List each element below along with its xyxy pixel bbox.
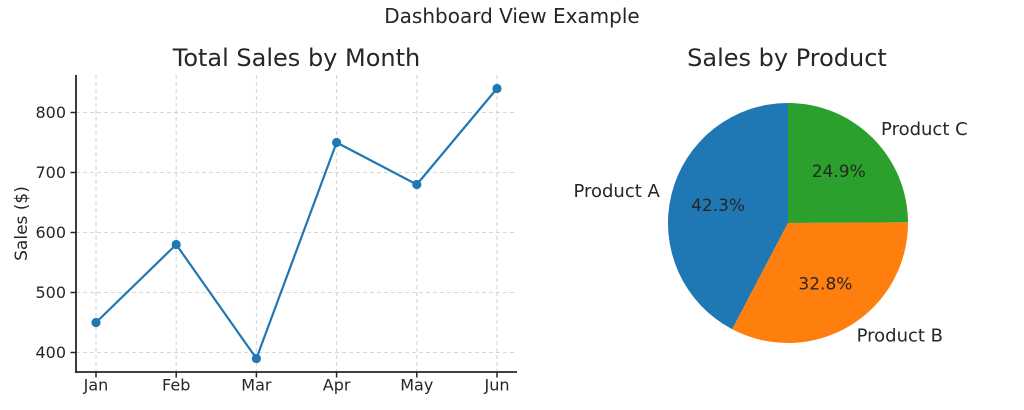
pie-label-product-a: Product A (573, 181, 660, 202)
pie-slice-product-a (667, 103, 788, 330)
data-point-apr (332, 137, 342, 148)
line-chart-title: Total Sales by Month (172, 44, 421, 72)
data-point-feb (171, 239, 181, 250)
pie-chart-title: Sales by Product (687, 44, 887, 72)
y-axis-label: Sales ($) (12, 186, 32, 261)
y-tick-label-500: 500 (35, 283, 66, 302)
data-point-jan (91, 317, 101, 328)
pie-label-product-b: Product B (857, 325, 943, 346)
x-tick-label-jan: Jan (83, 376, 109, 395)
x-tick-label-jun: Jun (484, 376, 510, 395)
data-point-may (412, 179, 422, 190)
pie-chart: Product A 42.3% Product B 32.8% Product C 24.… (573, 103, 968, 346)
x-tick-label-may: May (400, 376, 433, 395)
line-chart-grid (76, 75, 517, 372)
y-tick-label-800: 800 (35, 103, 66, 122)
pie-label-product-c: Product C (881, 119, 968, 140)
y-tick-label-600: 600 (35, 223, 66, 242)
pie-slice-product-c (788, 103, 908, 223)
y-tick-label-400: 400 (35, 343, 66, 362)
data-point-jun (492, 83, 502, 94)
pie-pct-label-product-b: 32.8% (798, 275, 852, 295)
line-chart: 400 500 600 700 800 Jan Feb Mar Apr May Jun Sales (… (12, 75, 517, 395)
x-tick-label-mar: Mar (241, 376, 272, 395)
pie-pct-label-product-a: 42.3% (691, 196, 745, 216)
data-point-mar (251, 353, 261, 364)
x-tick-label-apr: Apr (323, 376, 351, 395)
y-tick-label-700: 700 (35, 163, 66, 182)
pie-pct-label-product-c: 24.9% (812, 162, 866, 182)
x-tick-label-feb: Feb (162, 376, 190, 395)
pie-slice-product-b (732, 222, 908, 343)
sales-line-series (94, 87, 499, 360)
figure-title: Dashboard View Example (384, 4, 640, 28)
